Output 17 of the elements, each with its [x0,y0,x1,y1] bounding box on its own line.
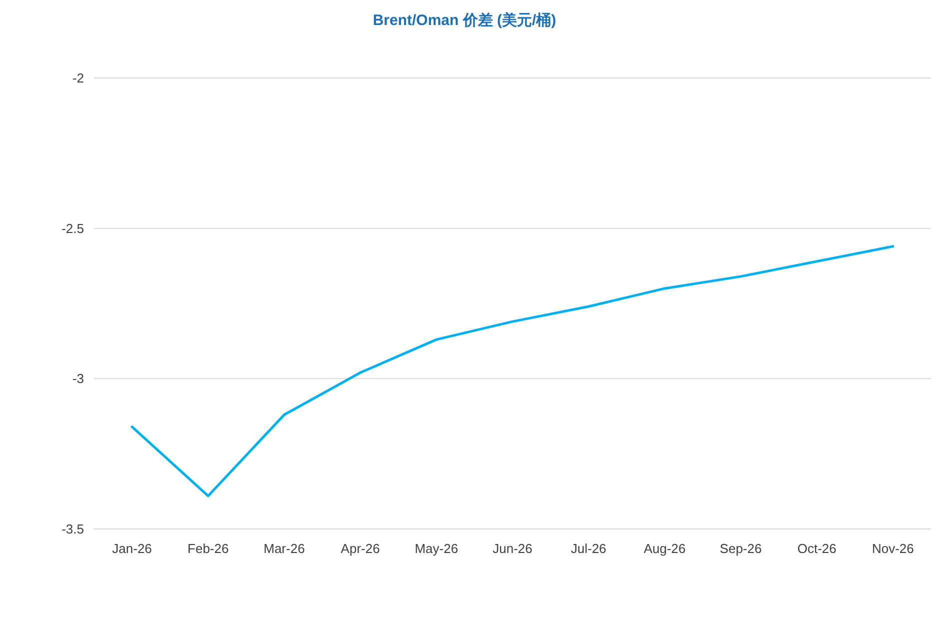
x-tick-label: Feb-26 [188,541,229,556]
x-tick-label: May-26 [414,541,458,556]
x-tick-label: Jul-26 [570,541,606,556]
x-tick-label: Jan-26 [112,541,152,556]
x-tick-label: Nov-26 [872,541,914,556]
chart-title: Brent/Oman 价差 (美元/桶) [372,11,556,29]
x-tick-label: Mar-26 [264,541,305,556]
x-tick-label: Aug-26 [644,541,686,556]
y-tick-label: -2 [72,70,84,86]
y-tick-label: -3 [72,371,84,386]
x-tick-label: Oct-26 [797,541,836,556]
x-tick-label: Apr-26 [340,541,380,556]
x-tick-label: Jun-26 [492,541,532,556]
x-tick-label: Sep-26 [720,541,762,556]
y-tick-label: -3.5 [62,522,84,537]
y-tick-label: -2.5 [62,220,84,236]
line-series [130,245,894,498]
